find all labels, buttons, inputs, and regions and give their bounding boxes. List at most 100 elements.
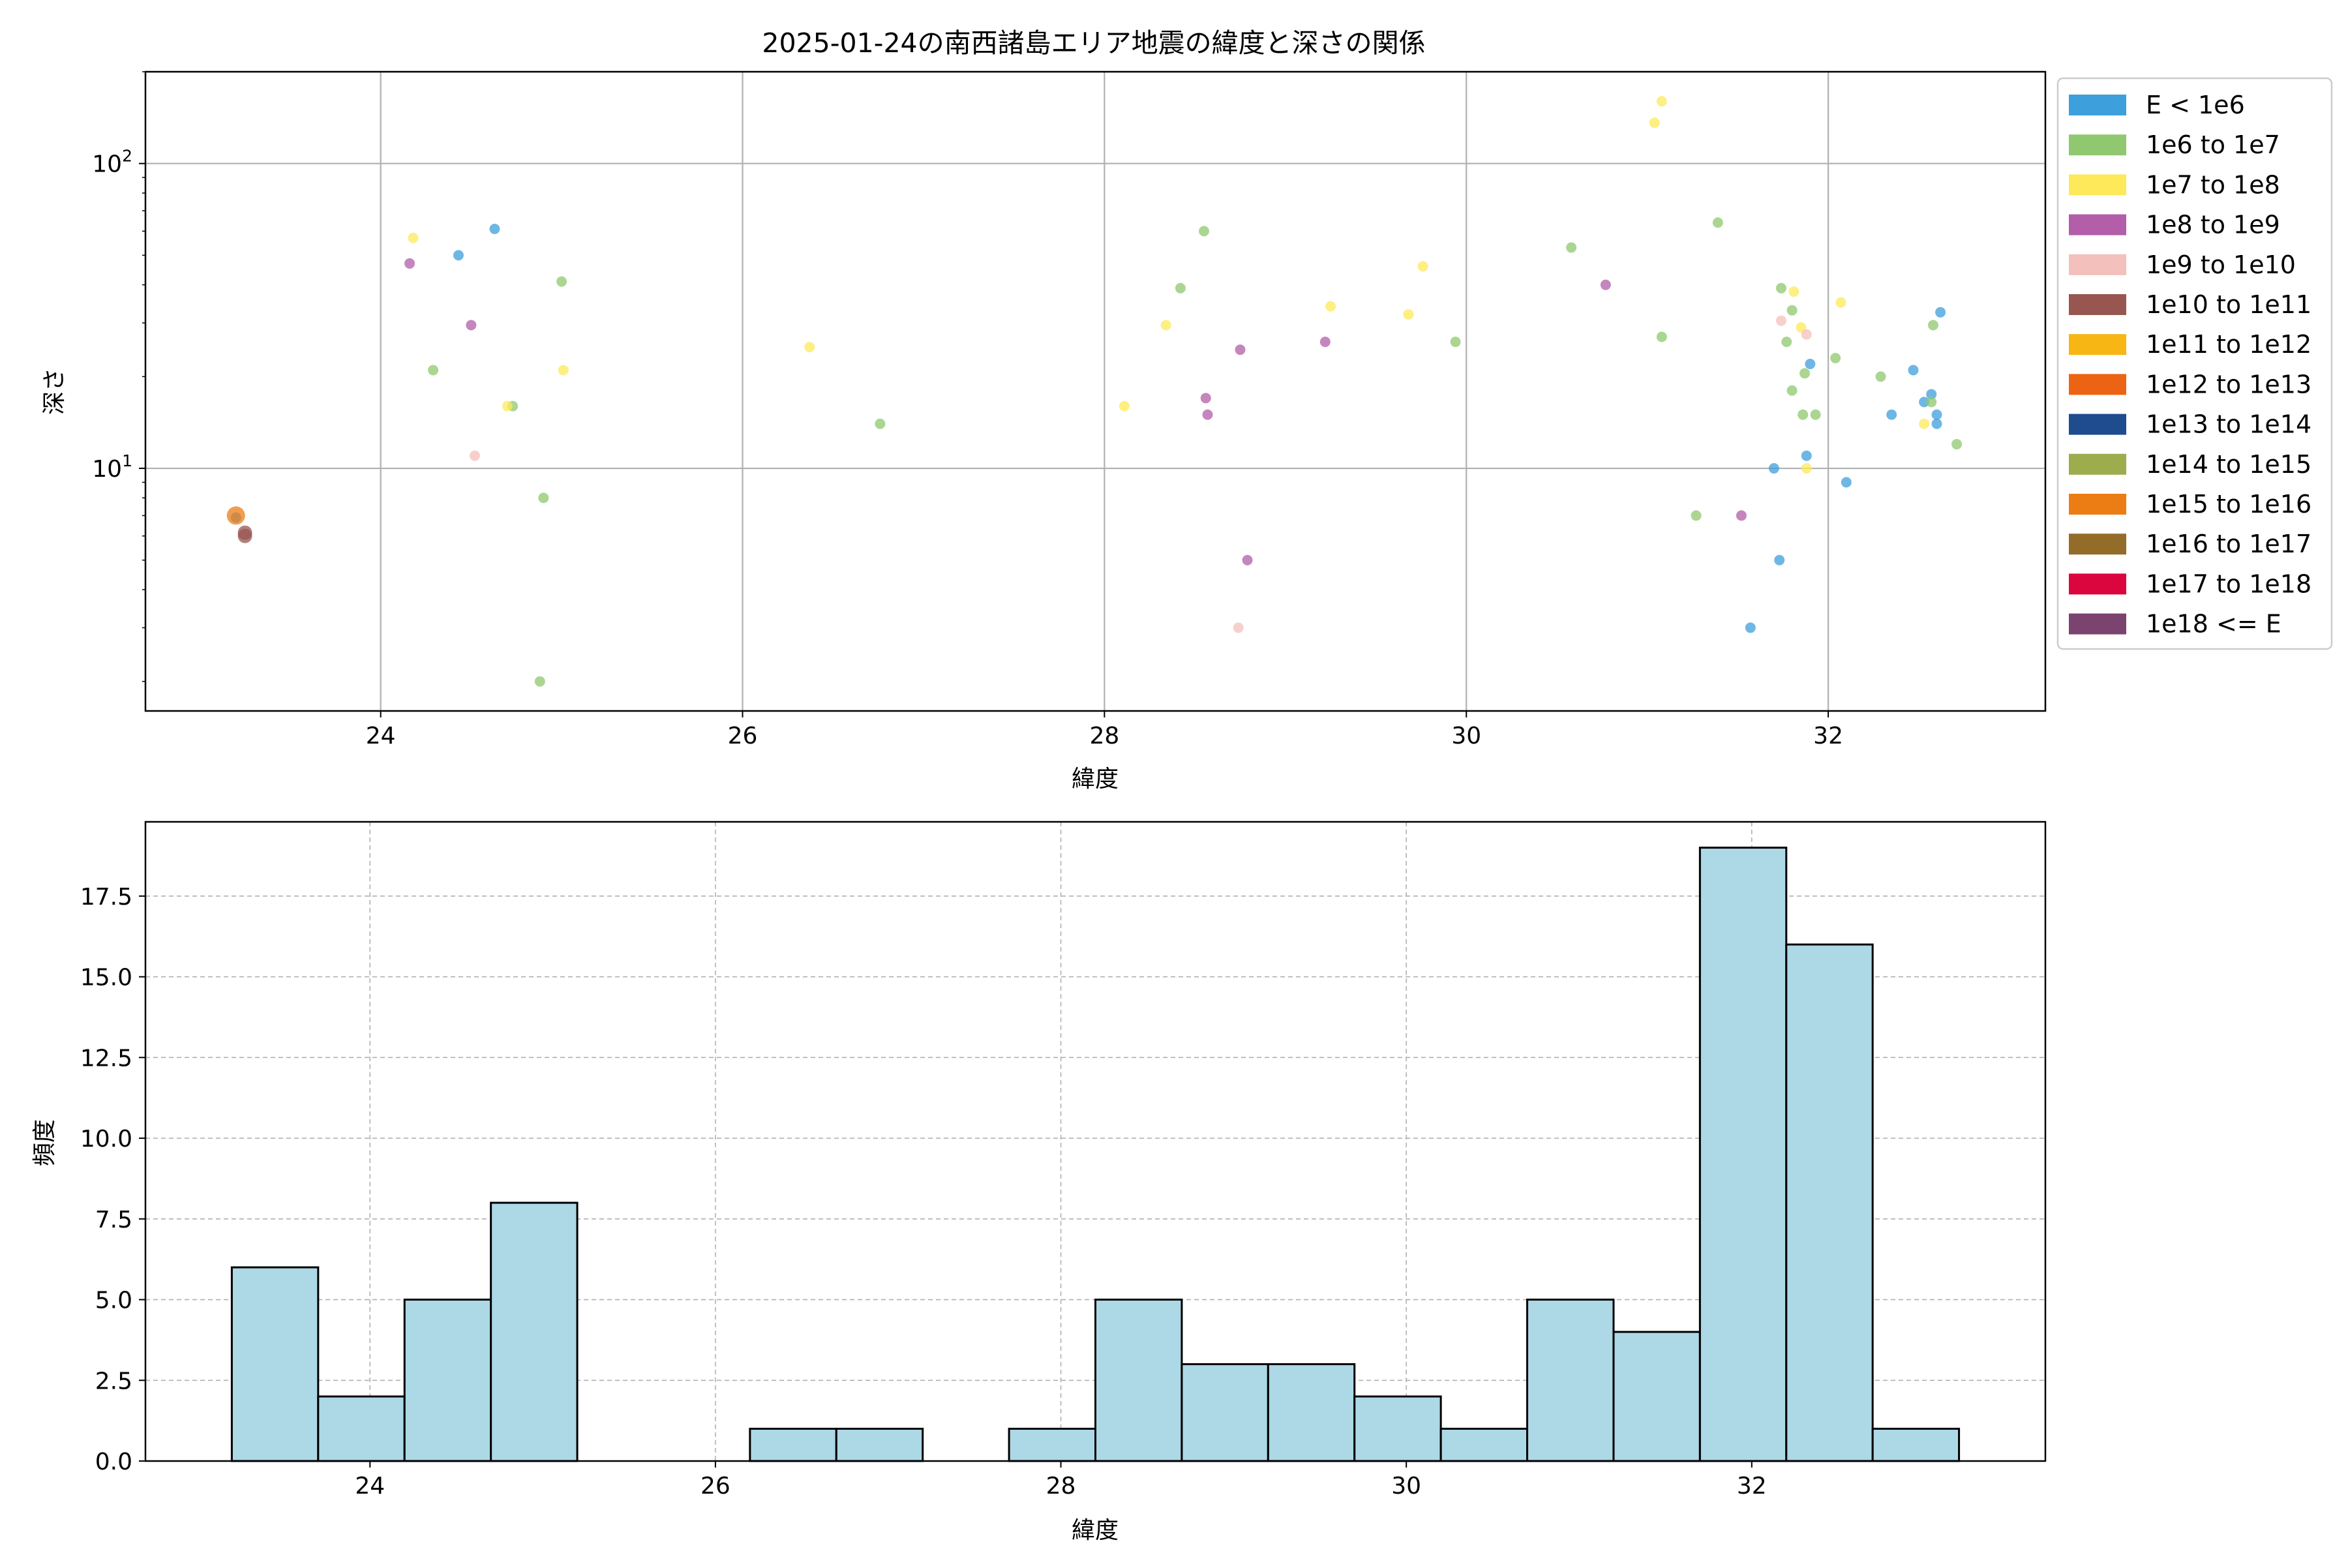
histogram-x-tick-label: 30 xyxy=(1391,1473,1421,1500)
scatter-point xyxy=(1649,117,1660,128)
scatter-point xyxy=(1801,463,1812,474)
scatter-x-tick-label: 26 xyxy=(728,723,758,749)
scatter-x-tick-label: 32 xyxy=(1813,723,1843,749)
histogram-y-tick-label: 12.5 xyxy=(80,1045,132,1072)
histogram-bar xyxy=(835,1428,924,1462)
scatter-grid xyxy=(145,72,2045,711)
legend-swatch xyxy=(2069,453,2126,475)
histogram-bars xyxy=(230,847,1961,1462)
legend-label: 1e18 <= E xyxy=(2146,610,2281,639)
scatter-point xyxy=(875,418,886,429)
histogram-bar xyxy=(1008,1428,1097,1462)
scatter-point xyxy=(1931,409,1942,420)
scatter-point xyxy=(1656,96,1667,107)
histogram-bar xyxy=(1181,1363,1269,1462)
histogram-bar xyxy=(1267,1363,1356,1462)
scatter-point xyxy=(1908,365,1919,376)
scatter-point xyxy=(237,525,252,540)
scatter-point xyxy=(226,506,245,525)
scatter-point xyxy=(502,400,513,412)
scatter-point xyxy=(1566,242,1577,253)
legend-swatch xyxy=(2069,613,2126,635)
scatter-point xyxy=(1319,337,1331,348)
histogram-plot-frame xyxy=(144,821,2047,1462)
legend-swatch xyxy=(2069,534,2126,555)
legend-swatch xyxy=(2069,95,2126,115)
energy-legend: E < 1e6 1e6 to 1e7 1e7 to 1e8 1e8 to 1e9 1e9… xyxy=(2056,77,2333,650)
histogram-bar xyxy=(1526,1299,1615,1462)
scatter-point xyxy=(1745,622,1756,633)
scatter-plot-frame xyxy=(144,70,2047,712)
scatter-point xyxy=(1931,418,1942,429)
scatter-point xyxy=(1160,320,1171,331)
scatter-point xyxy=(556,276,567,287)
histogram-bar xyxy=(1353,1395,1442,1462)
scatter-point xyxy=(1935,307,1946,318)
histogram-bar xyxy=(403,1299,492,1462)
histogram-y-tick-label: 10.0 xyxy=(80,1126,132,1153)
histogram-bar xyxy=(749,1428,837,1462)
scatter-point xyxy=(1768,463,1779,474)
scatter-y-tick-label: 102 xyxy=(92,147,132,178)
scatter-chart: 2025-01-24の南西諸島エリア地震の緯度と深さの関係 24 26 28 30 32… xyxy=(41,27,2333,792)
scatter-point xyxy=(453,250,464,261)
scatter-point xyxy=(1775,282,1786,294)
scatter-point xyxy=(1835,297,1846,308)
legend-swatch xyxy=(2069,134,2126,156)
scatter-point xyxy=(1841,477,1852,488)
legend-label: 1e14 to 1e15 xyxy=(2146,450,2311,479)
scatter-point xyxy=(1830,352,1841,363)
scatter-point xyxy=(1786,385,1798,396)
scatter-point xyxy=(1691,510,1702,521)
scatter-point xyxy=(1875,371,1886,382)
scatter-point xyxy=(1805,359,1816,370)
histogram-x-tick-label: 32 xyxy=(1737,1473,1767,1500)
legend-swatch xyxy=(2069,214,2126,235)
scatter-point xyxy=(1403,309,1414,320)
scatter-point xyxy=(1417,261,1428,272)
chart-title: 2025-01-24の南西諸島エリア地震の緯度と深さの関係 xyxy=(762,27,1425,59)
legend-label: 1e13 to 1e14 xyxy=(2146,410,2311,439)
scatter-y-ticks: 101 102 xyxy=(92,71,145,682)
legend-label: 1e10 to 1e11 xyxy=(2146,290,2311,319)
histogram-x-tick-label: 28 xyxy=(1046,1473,1076,1500)
scatter-x-ticks: 24 26 28 30 32 xyxy=(366,711,1843,749)
scatter-point xyxy=(1202,409,1213,420)
scatter-point xyxy=(1799,368,1811,379)
histogram-y-tick-label: 7.5 xyxy=(95,1207,132,1233)
scatter-point xyxy=(1200,393,1211,404)
scatter-point xyxy=(1600,279,1611,290)
histogram-y-ticks: 0.0 2.5 5.0 7.5 10.0 12.5 15.0 17.5 xyxy=(80,884,145,1475)
histogram-bar xyxy=(490,1201,579,1462)
scatter-point xyxy=(1325,301,1336,312)
scatter-point xyxy=(1736,510,1747,521)
scatter-point xyxy=(1712,217,1723,228)
legend-label: 1e17 to 1e18 xyxy=(2146,569,2311,598)
legend-swatch xyxy=(2069,494,2126,515)
histogram-y-tick-label: 15.0 xyxy=(80,965,132,991)
scatter-point xyxy=(1919,418,1930,429)
scatter-y-tick-label: 101 xyxy=(92,451,132,483)
scatter-point xyxy=(1656,331,1667,342)
legend-swatch xyxy=(2069,374,2126,395)
scatter-point xyxy=(1796,322,1807,333)
scatter-x-tick-label: 24 xyxy=(366,723,396,749)
scatter-point xyxy=(1198,226,1209,237)
histogram-chart: 24 26 28 30 32 0.02.55.07.510.012.515.017.5 … xyxy=(31,821,2047,1544)
scatter-point xyxy=(1788,286,1799,297)
histogram-bar xyxy=(317,1395,406,1462)
scatter-point xyxy=(428,365,439,376)
scatter-point xyxy=(489,224,500,235)
scatter-point xyxy=(1810,409,1821,420)
scatter-points xyxy=(226,96,1963,687)
scatter-point xyxy=(1926,389,1937,400)
legend-swatch xyxy=(2069,174,2126,196)
legend-label: 1e11 to 1e12 xyxy=(2146,330,2311,359)
histogram-x-tick-label: 24 xyxy=(355,1473,385,1500)
scatter-point xyxy=(466,320,477,331)
scatter-x-tick-label: 28 xyxy=(1089,723,1119,749)
scatter-point xyxy=(1119,400,1130,412)
scatter-point xyxy=(1786,305,1798,316)
